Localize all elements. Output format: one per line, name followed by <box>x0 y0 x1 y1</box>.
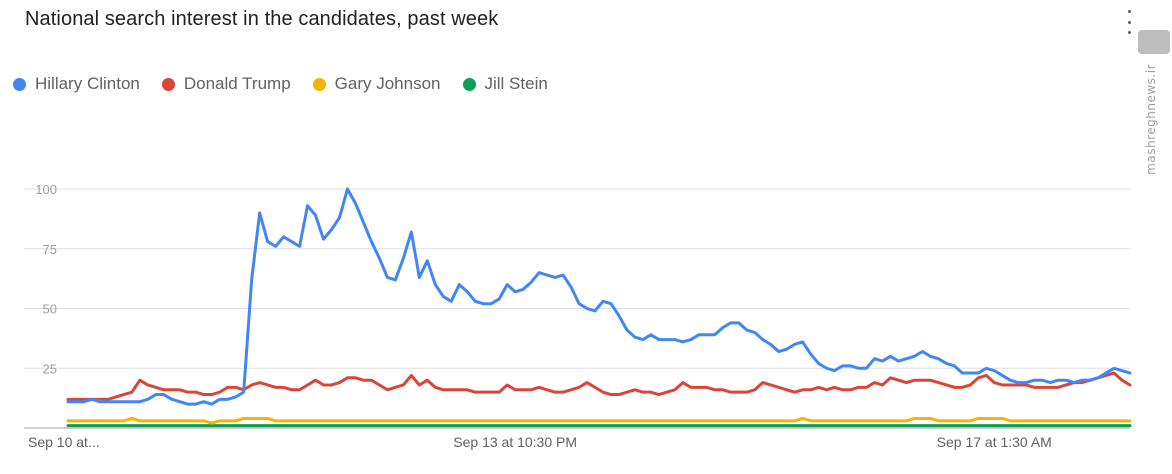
legend: Hillary Clinton Donald Trump Gary Johnso… <box>13 74 548 94</box>
legend-dot-icon <box>161 77 175 91</box>
legend-label: Jill Stein <box>484 74 548 93</box>
legend-label: Donald Trump <box>183 74 291 93</box>
series-line-gary-johnson[interactable] <box>66 416 1132 425</box>
more-vert-icon[interactable] <box>1124 10 1134 34</box>
y-tick-label: 50 <box>43 302 57 317</box>
y-tick-label: 100 <box>35 182 57 197</box>
series-line-donald-trump[interactable] <box>66 371 1132 401</box>
y-tick-label: 25 <box>43 361 57 376</box>
legend-dot-icon <box>462 77 476 91</box>
legend-item-jill-stein[interactable]: Jill Stein <box>462 74 548 94</box>
y-tick-label: 75 <box>43 242 57 257</box>
legend-item-gary-johnson[interactable]: Gary Johnson <box>312 74 441 94</box>
chart-title: National search interest in the candidat… <box>25 8 499 30</box>
legend-item-donald-trump[interactable]: Donald Trump <box>161 74 291 94</box>
watermark-logo <box>1138 30 1170 54</box>
legend-label: Hillary Clinton <box>35 74 140 93</box>
series-line-hillary-clinton[interactable] <box>66 187 1132 406</box>
legend-label: Gary Johnson <box>334 74 441 93</box>
legend-dot-icon <box>13 77 26 91</box>
watermark: mashreghnews.ir <box>1138 30 1170 210</box>
x-tick-label: Sep 13 at 10:30 PM <box>453 434 577 450</box>
legend-dot-icon <box>312 77 326 91</box>
x-tick-label: Sep 10 at... <box>28 434 100 450</box>
legend-item-hillary-clinton[interactable]: Hillary Clinton <box>13 74 140 94</box>
x-tick-label: Sep 17 at 1:30 AM <box>937 434 1052 450</box>
